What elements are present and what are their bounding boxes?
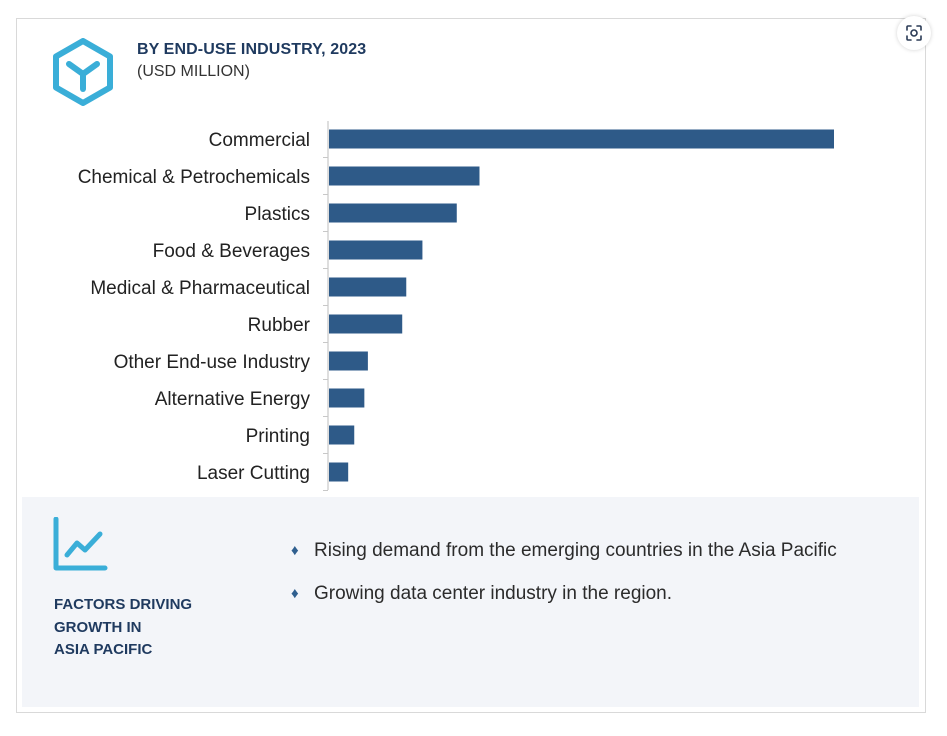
hexagon-y-logo-icon (53, 38, 113, 106)
category-label: Medical & Pharmaceutical (90, 278, 310, 299)
factors-title-line-3: ASIA PACIFIC (54, 641, 153, 658)
visual-search-icon (906, 25, 922, 41)
category-label: Printing (246, 426, 310, 447)
category-label: Food & Beverages (153, 241, 310, 262)
chart-title: BY END-USE INDUSTRY, 2023 (137, 41, 367, 58)
bar (329, 314, 403, 334)
factors-title: FACTORS DRIVING GROWTH IN ASIA PACIFIC (54, 594, 254, 662)
category-label: Commercial (209, 130, 310, 151)
bar (329, 425, 355, 445)
category-label: Plastics (245, 204, 310, 225)
category-label: Laser Cutting (197, 463, 310, 484)
chart-subtitle: (USD MILLION) (137, 63, 250, 80)
factors-title-line-1: FACTORS DRIVING (54, 596, 193, 613)
category-label: Other End-use Industry (114, 352, 311, 373)
bar-chart: Commercial Chemical & Petrochemicals Plast… (78, 121, 834, 491)
diamond-bullet-icon: ♦ (291, 585, 299, 602)
category-label: Chemical & Petrochemicals (78, 167, 310, 188)
factors-panel (22, 497, 919, 707)
diamond-bullet-icon: ♦ (291, 542, 299, 559)
factors-title-line-2: GROWTH IN (54, 618, 142, 636)
bar (329, 388, 365, 408)
bar (329, 462, 349, 482)
category-label: Alternative Energy (155, 389, 311, 410)
factor-text-2: Growing data center industry in the regi… (314, 583, 673, 604)
growth-chart-icon (53, 517, 108, 571)
bar (329, 166, 480, 186)
factor-text-1: Rising demand from the emerging countrie… (314, 540, 837, 561)
factor-item-1: ♦ Rising demand from the emerging countri… (291, 540, 837, 562)
bar (329, 203, 457, 223)
category-label: Rubber (248, 315, 311, 336)
bar (329, 240, 423, 260)
factor-item-2: ♦ Growing data center industry in the reg… (291, 583, 672, 605)
bar (329, 277, 407, 297)
visual-search-button[interactable] (897, 16, 931, 50)
bar (329, 351, 368, 371)
bar (329, 129, 834, 149)
